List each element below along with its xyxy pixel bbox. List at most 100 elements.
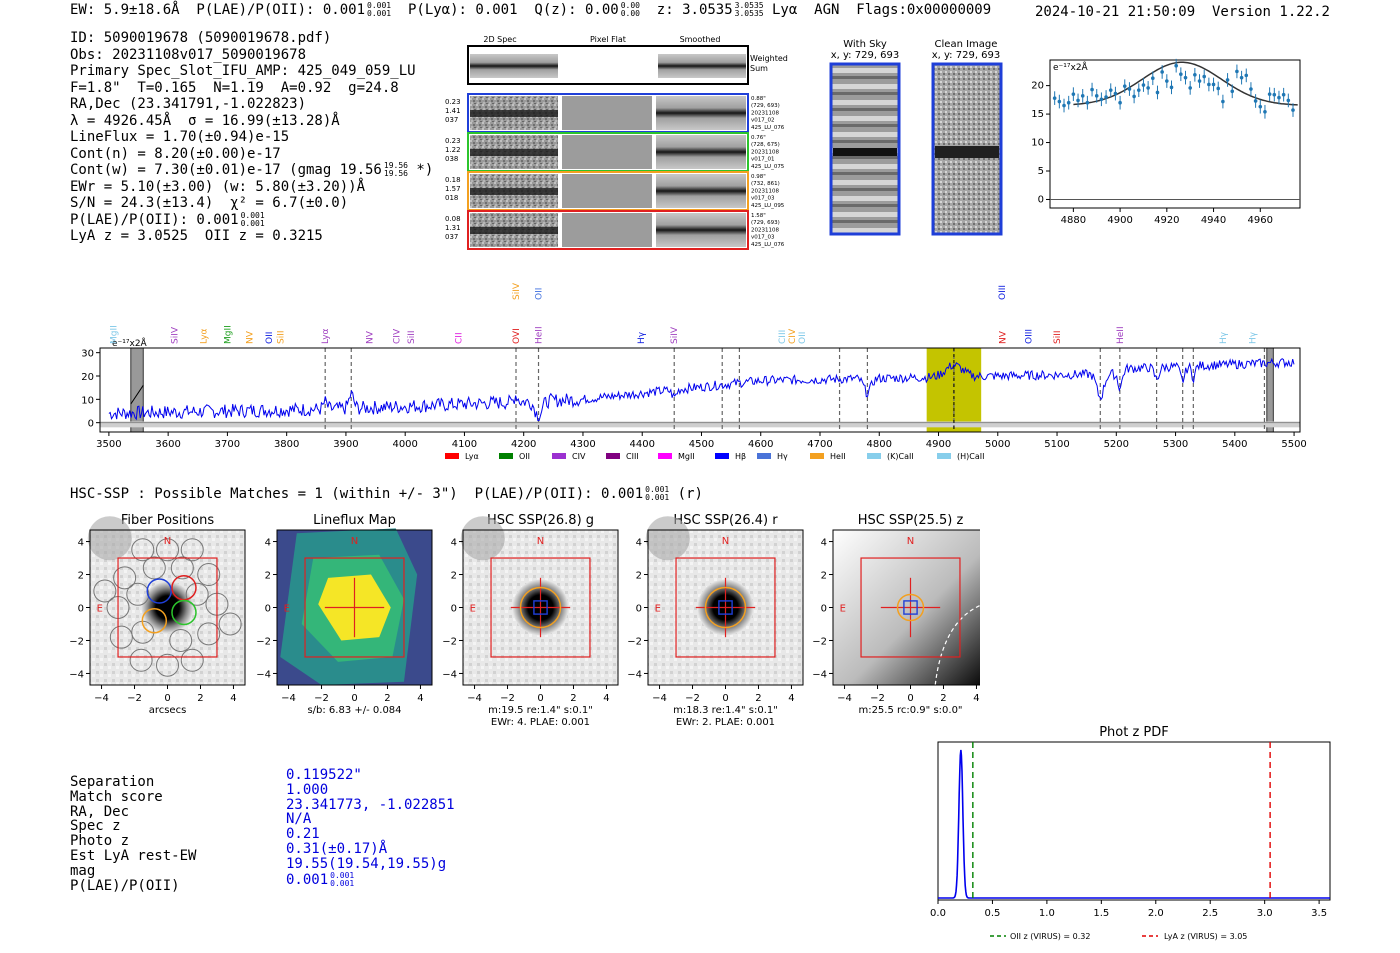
cutout-right-label: 425_LU_076 xyxy=(751,125,785,131)
svg-text:CII: CII xyxy=(455,332,465,344)
fit-point xyxy=(1071,87,1076,101)
image-xtick: 0 xyxy=(351,693,357,704)
east-label: E xyxy=(655,604,661,615)
photz-curve xyxy=(938,749,1330,899)
info-primary: Primary Spec_Slot_IFU_AMP: 425_049_059_L… xyxy=(70,63,416,79)
spec-line-label: Lyα xyxy=(321,328,331,344)
fiber-ring xyxy=(170,556,194,580)
svg-text:Hγ: Hγ xyxy=(637,331,647,344)
table-value: 0.21 xyxy=(286,826,320,843)
fit-ytick: 0 xyxy=(1038,194,1044,205)
fit-point xyxy=(1235,64,1239,79)
info-block: ID: 5090019678 (5090019678.pdf) Obs: 202… xyxy=(70,30,433,245)
svg-text:CIII: CIII xyxy=(778,330,788,344)
svg-text:CIV: CIV xyxy=(788,328,798,344)
photz-xtick: 0.0 xyxy=(930,908,946,919)
north-label: N xyxy=(164,536,171,547)
image-ytick: −2 xyxy=(812,636,827,647)
fit-point xyxy=(1066,95,1071,110)
spec-xtick: 4300 xyxy=(570,439,595,450)
spec-xtick: 3900 xyxy=(333,439,358,450)
fit-point xyxy=(1132,89,1136,104)
spec-line-label: SiIV xyxy=(171,326,181,344)
svg-text:NV: NV xyxy=(999,330,1009,344)
image-caption-2: EWr: 2, PLAE: 0.001 xyxy=(676,717,775,725)
spec-legend-label: (K)CaII xyxy=(887,452,914,461)
spec-legend-label: Hγ xyxy=(777,452,788,461)
table-label: Est LyA rest-EW xyxy=(70,848,197,864)
fit-xtick: 4920 xyxy=(1154,215,1179,226)
image-xtick: 4 xyxy=(417,693,423,704)
image-ytick: −4 xyxy=(812,669,827,680)
match-marker xyxy=(718,600,733,615)
fit-ytick: 5 xyxy=(1038,166,1044,177)
cutout-smooth xyxy=(656,174,746,208)
cutout-left-label: 0.18 xyxy=(445,176,461,184)
spec-legend-label: CIV xyxy=(572,452,586,461)
spec-legend-swatch xyxy=(499,453,513,459)
image-ytick: −4 xyxy=(256,669,271,680)
table-value: 19.55(19.54,19.55)g xyxy=(286,855,447,872)
spec-xtick: 3800 xyxy=(274,439,299,450)
cutout-left-label: 038 xyxy=(445,155,458,163)
fit-point xyxy=(1080,89,1085,103)
spec-line-label: CII xyxy=(455,332,465,344)
info-ewr: EWr = 5.10(±3.00) (w: 5.80(±3.20))Å xyxy=(70,178,366,195)
cutout-left-label: 1.22 xyxy=(445,146,461,154)
image-xtick: −4 xyxy=(94,693,109,704)
fit-point xyxy=(1108,83,1113,97)
fit-point xyxy=(1188,81,1192,95)
image-xtick: 0 xyxy=(537,693,543,704)
spec-xtick: 4800 xyxy=(867,439,892,450)
match-marker xyxy=(903,600,918,615)
table-label: Spec z xyxy=(70,818,121,835)
image-panel: Lineflux Map N E −4 −4 −2 −2 0 0 2 2 4 4 s/b: 6.83 +/… xyxy=(256,513,433,716)
table-value: 0.119522" xyxy=(286,767,362,783)
table-value: 0.001 0.001 0.001 xyxy=(286,870,355,888)
spec-legend-swatch xyxy=(552,453,566,459)
info-obs: Obs: 20231108v017_5090019678 xyxy=(70,46,307,63)
spec-line-label: Hγ xyxy=(637,331,647,344)
image-ytick: 4 xyxy=(636,538,642,549)
spec-xtick: 5000 xyxy=(985,439,1010,450)
spec-legend-label: HeII xyxy=(830,452,846,461)
spec-xtick: 4900 xyxy=(926,439,951,450)
image-xtick: −4 xyxy=(837,693,852,704)
spec-legend-label: Hβ xyxy=(735,452,746,461)
col-head-smooth: Smoothed xyxy=(680,35,721,44)
fit-point xyxy=(1291,103,1295,117)
svg-text:MgII: MgII xyxy=(110,325,120,344)
fit-point xyxy=(1277,90,1281,105)
table-value: N/A xyxy=(286,811,312,828)
cutout-right-label: 425_LU_075 xyxy=(751,164,785,170)
svg-text:SiIV: SiIV xyxy=(171,326,181,344)
svg-text:SiIV: SiIV xyxy=(670,326,680,344)
aperture-circle xyxy=(704,586,747,629)
fit-point xyxy=(1165,74,1169,88)
spec-legend-swatch xyxy=(445,453,459,459)
image-caption: arcsecs xyxy=(149,705,187,716)
fit-point xyxy=(1136,83,1141,97)
clean-xy: x, y: 729, 693 xyxy=(932,50,1001,61)
fiber-ring xyxy=(180,538,204,562)
fit-point xyxy=(1118,95,1122,110)
spec-legend-label: MgII xyxy=(678,452,695,461)
north-label: N xyxy=(351,536,358,547)
fit-xtick: 4900 xyxy=(1107,215,1132,226)
spec-xtick: 5100 xyxy=(1044,439,1069,450)
fit-point xyxy=(1225,73,1230,87)
col-head-flat: Pixel Flat xyxy=(590,35,626,44)
table-value: 23.341773, -1.022851 xyxy=(286,796,455,813)
image-caption: m:19.5 re:1.4" s:0.1" xyxy=(488,705,593,716)
fit-point xyxy=(1249,82,1253,96)
fit-ytick: 20 xyxy=(1031,81,1044,92)
spec-xtick: 4100 xyxy=(452,439,477,450)
fit-point xyxy=(1122,79,1127,94)
fit-point xyxy=(1211,77,1216,92)
spec-line-label: CIV xyxy=(392,328,402,344)
fit-point xyxy=(1258,99,1263,114)
image-xtick: −4 xyxy=(467,693,482,704)
cutout-right-label: (729, 693) xyxy=(751,220,780,226)
image-ytick: −4 xyxy=(442,669,457,680)
svg-text:Lyα: Lyα xyxy=(321,328,331,344)
